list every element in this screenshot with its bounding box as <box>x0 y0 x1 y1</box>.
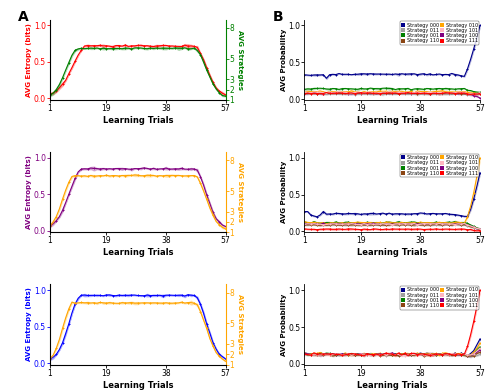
Legend: Strategy 000, Strategy 011, Strategy 001, Strategy 110, Strategy 010, Strategy 1: Strategy 000, Strategy 011, Strategy 001… <box>400 21 479 45</box>
Y-axis label: AVG Entropy (bits): AVG Entropy (bits) <box>26 155 32 229</box>
X-axis label: Learning Trials: Learning Trials <box>102 248 173 257</box>
X-axis label: Learning Trials: Learning Trials <box>102 381 173 390</box>
Text: A: A <box>18 10 29 24</box>
X-axis label: Learning Trials: Learning Trials <box>357 381 428 390</box>
X-axis label: Learning Trials: Learning Trials <box>357 248 428 257</box>
Y-axis label: AVG Strategies: AVG Strategies <box>238 162 244 222</box>
Y-axis label: AVG Probability: AVG Probability <box>281 293 287 356</box>
Y-axis label: AVG Entropy (bits): AVG Entropy (bits) <box>26 287 32 361</box>
Y-axis label: AVG Strategies: AVG Strategies <box>238 30 244 90</box>
X-axis label: Learning Trials: Learning Trials <box>357 116 428 125</box>
Y-axis label: AVG Entropy (bits): AVG Entropy (bits) <box>26 23 32 97</box>
Text: B: B <box>273 10 283 24</box>
Y-axis label: AVG Probability: AVG Probability <box>281 29 287 91</box>
Y-axis label: AVG Probability: AVG Probability <box>281 161 287 223</box>
Legend: Strategy 000, Strategy 011, Strategy 001, Strategy 110, Strategy 010, Strategy 1: Strategy 000, Strategy 011, Strategy 001… <box>400 286 479 310</box>
Y-axis label: AVG Strategies: AVG Strategies <box>238 294 244 354</box>
X-axis label: Learning Trials: Learning Trials <box>102 116 173 125</box>
Legend: Strategy 000, Strategy 011, Strategy 001, Strategy 110, Strategy 010, Strategy 1: Strategy 000, Strategy 011, Strategy 001… <box>400 154 479 177</box>
